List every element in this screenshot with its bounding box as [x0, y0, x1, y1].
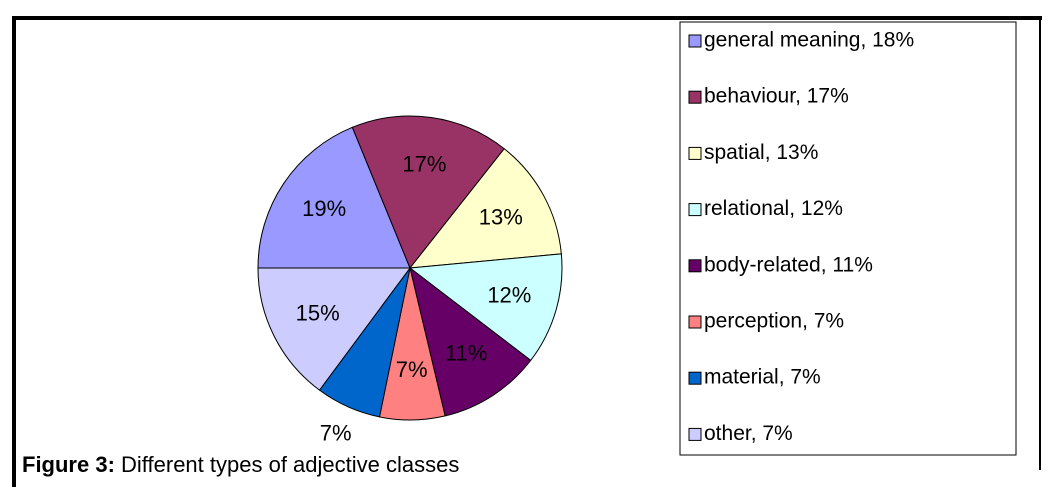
slice-label: 11%	[445, 341, 487, 366]
slice-label: 17%	[402, 151, 446, 176]
slice-label: 12%	[487, 282, 531, 307]
pie-slice	[408, 253, 563, 362]
caption: Figure 3: Different types of adjective c…	[22, 452, 459, 477]
pie-slice	[257, 267, 411, 391]
legend-label: behaviour, 17%	[704, 85, 849, 108]
legend-label: perception, 7%	[704, 310, 844, 333]
legend-label: spatial, 13%	[704, 141, 818, 164]
legend-label: body-related, 11%	[704, 253, 873, 276]
pie-slice	[351, 115, 505, 269]
slice-label: 19%	[302, 196, 346, 221]
legend-swatch	[688, 34, 702, 48]
pie-slice	[408, 148, 562, 269]
slice-label: 13%	[479, 204, 523, 229]
caption-text: Different types of adjective classes	[121, 452, 459, 477]
legend-label: general meaning, 18%	[704, 29, 914, 52]
legend-box	[679, 21, 1017, 456]
legend-label: other, 7%	[704, 422, 793, 445]
legend-swatch	[688, 203, 702, 217]
slice-label: 7%	[396, 357, 428, 382]
legend-swatch	[688, 371, 702, 385]
legend-swatch	[688, 427, 702, 441]
legend-swatch	[688, 146, 702, 160]
legend-swatch	[688, 315, 702, 329]
legend-label: relational, 12%	[704, 197, 843, 220]
slice-label: 15%	[296, 300, 340, 325]
legend-label: material, 7%	[704, 366, 821, 389]
legend-swatch	[688, 90, 702, 104]
pie-slice	[409, 266, 532, 417]
caption-label: Figure 3:	[22, 452, 115, 477]
slice-label: 7%	[320, 420, 352, 445]
legend-swatch	[688, 259, 702, 273]
pie-slice	[257, 126, 411, 269]
